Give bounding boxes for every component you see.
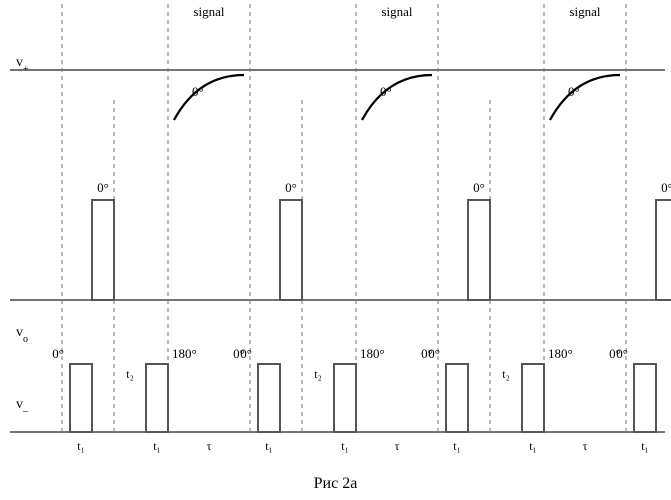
tick-t1: t₁ xyxy=(641,439,649,453)
phase-label-vminus-0: 0° xyxy=(616,346,628,361)
pulse-vzero xyxy=(468,200,490,300)
phase-label-vzero: 0° xyxy=(661,180,671,195)
signal-curve xyxy=(362,75,432,120)
pulse-vminus-a xyxy=(258,364,280,432)
phase-label-vminus-0: 0° xyxy=(52,346,64,361)
pulse-vminus-b xyxy=(522,364,544,432)
gap-label-t2: t₂ xyxy=(502,367,510,381)
phase-label-vminus-180: 180° xyxy=(548,346,573,361)
pulse-vminus-a xyxy=(634,364,656,432)
signal-curve xyxy=(174,75,244,120)
signal-label: signal xyxy=(381,4,412,19)
signal-label: signal xyxy=(193,4,224,19)
label-vplus: v+ xyxy=(16,55,29,75)
tick-tau: τ xyxy=(207,439,212,453)
tick-t1: t₁ xyxy=(153,439,161,453)
phase-label-vplus: 0° xyxy=(192,84,204,99)
phase-label-vzero: 0° xyxy=(97,180,109,195)
tick-tau: τ xyxy=(395,439,400,453)
phase-label-vplus: 0° xyxy=(380,84,392,99)
tick-t1: t₁ xyxy=(265,439,273,453)
phase-label-vminus-0: 0° xyxy=(428,346,440,361)
gap-label-t2: t₂ xyxy=(126,367,134,381)
phase-label-vzero: 0° xyxy=(285,180,297,195)
tick-t1: t₁ xyxy=(529,439,537,453)
signal-curve xyxy=(550,75,620,120)
phase-label-vzero: 0° xyxy=(473,180,485,195)
pulse-sequence-diagram: v+ vo v– 0° 0° 180° t₂ t₁ t₁ τ 0° 0° signal 0° 0° 180° t… xyxy=(0,0,671,500)
figure-caption: Рис 2а xyxy=(314,475,358,492)
pulse-vminus-a xyxy=(446,364,468,432)
tick-t1: t₁ xyxy=(77,439,85,453)
pulse-vminus-a xyxy=(70,364,92,432)
phase-label-vminus-180: 180° xyxy=(172,346,197,361)
signal-label: signal xyxy=(569,4,600,19)
pulse-vminus-b xyxy=(334,364,356,432)
phase-label-vminus-180: 180° xyxy=(360,346,385,361)
pulse-vzero xyxy=(656,200,671,300)
gap-label-t2: t₂ xyxy=(314,367,322,381)
tick-t1: t₁ xyxy=(453,439,461,453)
pulse-vzero xyxy=(280,200,302,300)
label-vminus: v– xyxy=(16,397,29,417)
tick-tau: τ xyxy=(583,439,588,453)
tick-t1: t₁ xyxy=(341,439,349,453)
phase-label-vplus: 0° xyxy=(568,84,580,99)
phase-label-vminus-0: 0° xyxy=(240,346,252,361)
label-vzero: vo xyxy=(16,325,28,345)
pulse-vzero xyxy=(92,200,114,300)
pulse-vminus-b xyxy=(146,364,168,432)
